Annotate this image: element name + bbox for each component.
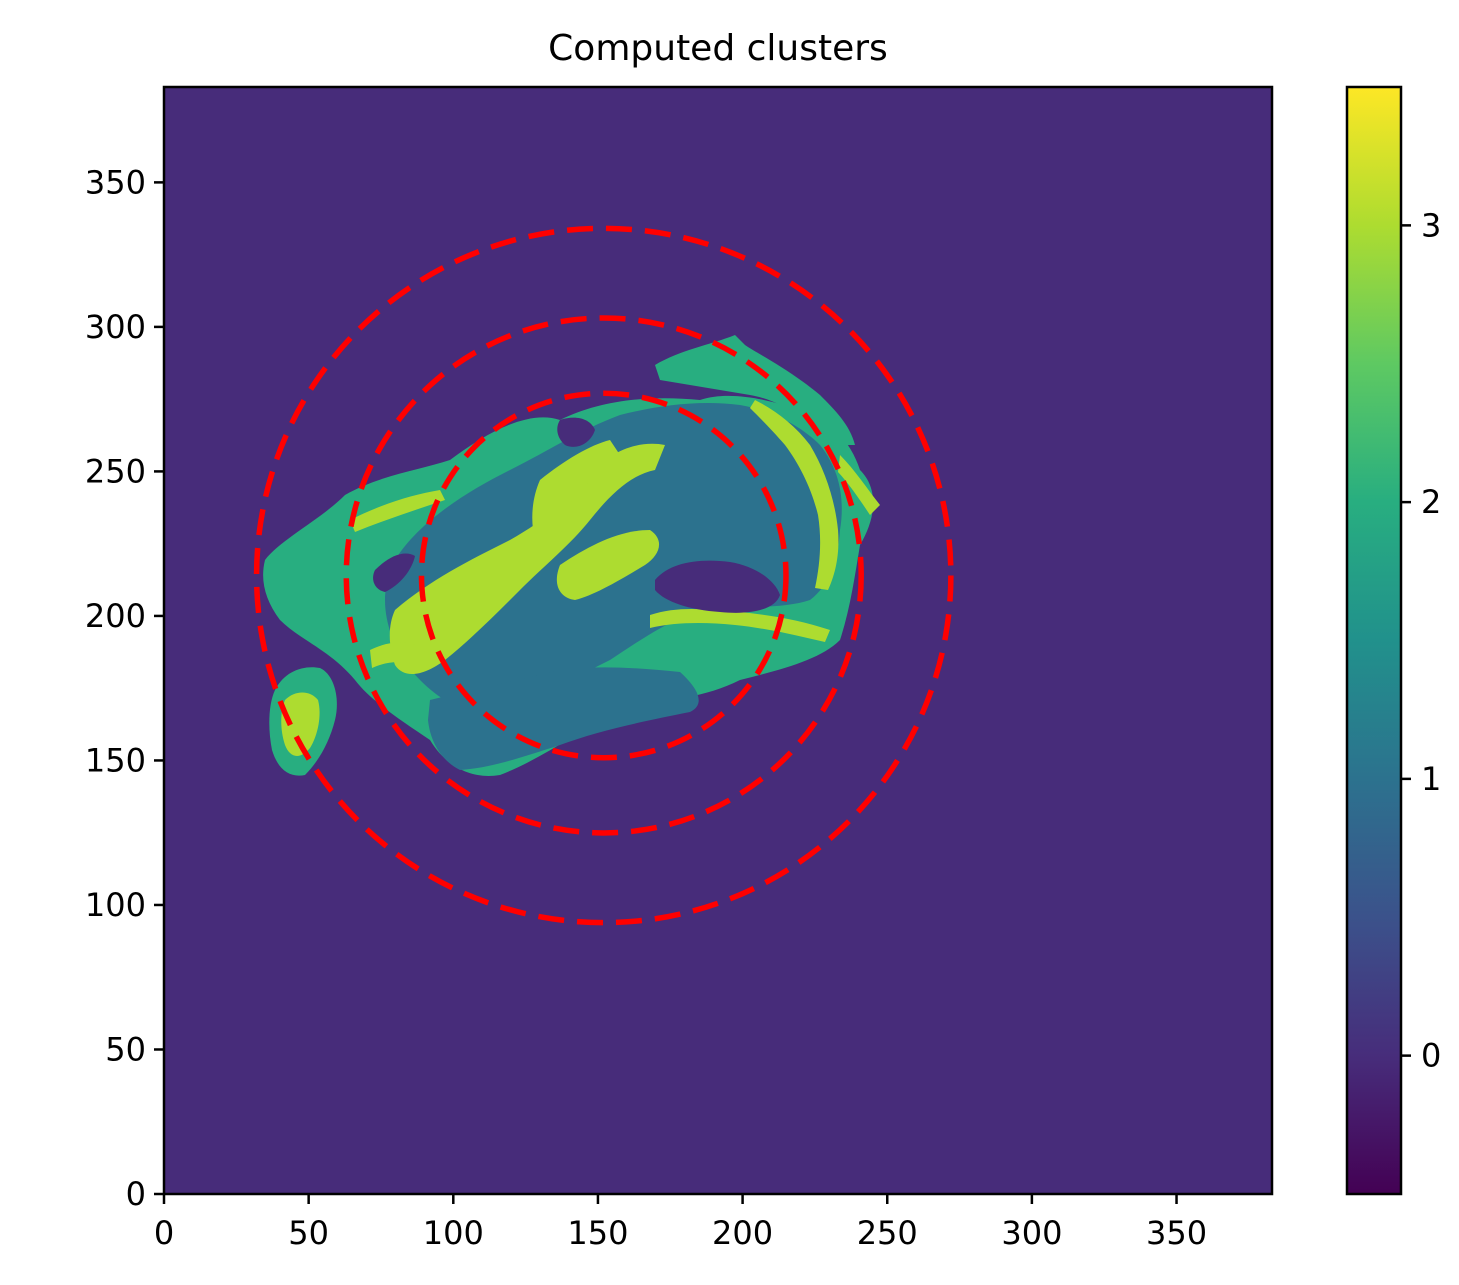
x-tick-label: 350 <box>1146 1214 1207 1252</box>
background-hole <box>655 560 780 613</box>
cluster-3-region <box>532 440 620 540</box>
y-tick-label: 350 <box>85 163 146 201</box>
x-tick-label: 200 <box>712 1214 773 1252</box>
cluster-3-region <box>650 608 830 642</box>
x-tick-label: 0 <box>154 1214 174 1252</box>
x-axis: 0 50 100 150 200 250 300 350 <box>154 1194 1207 1252</box>
cluster-3-region <box>350 490 445 532</box>
dashed-circle-1 <box>418 390 789 761</box>
y-tick-label: 50 <box>105 1030 146 1068</box>
y-tick-label: 150 <box>85 741 146 779</box>
cluster-3-region <box>838 455 880 515</box>
cluster-3-region <box>750 400 839 590</box>
x-tick-label: 50 <box>288 1214 329 1252</box>
colorbar-tick-label: 2 <box>1421 483 1441 521</box>
plot-area <box>164 87 1272 1194</box>
cluster-regions <box>263 335 880 776</box>
x-tick-label: 150 <box>567 1214 628 1252</box>
x-tick-label: 100 <box>423 1214 484 1252</box>
circle-overlays <box>253 225 954 926</box>
cluster-3-region <box>389 443 665 675</box>
x-tick-label: 300 <box>1001 1214 1062 1252</box>
colorbar-gradient <box>1345 85 1403 1196</box>
plot-frame <box>162 85 1274 1196</box>
y-tick-label: 100 <box>85 886 146 924</box>
colorbar-tick-label: 0 <box>1421 1037 1441 1075</box>
dashed-circle-2 <box>343 315 864 836</box>
y-tick-label: 250 <box>85 452 146 490</box>
colorbar: 0 1 2 3 <box>1345 85 1441 1196</box>
cluster-3-region <box>370 642 425 668</box>
colorbar-ticks: 0 1 2 3 <box>1401 206 1441 1075</box>
chart-title: Computed clusters <box>548 28 888 69</box>
y-axis: 0 50 100 150 200 250 300 350 <box>85 163 164 1213</box>
colorbar-tick-label: 3 <box>1421 206 1441 244</box>
x-tick-label: 250 <box>857 1214 918 1252</box>
y-tick-label: 0 <box>126 1175 146 1213</box>
cluster-1-region <box>428 667 699 770</box>
cluster-3-region <box>556 530 660 600</box>
dashed-circle-3 <box>253 225 954 926</box>
background-hole <box>557 417 595 447</box>
cluster-3-region <box>281 692 320 756</box>
y-tick-label: 200 <box>85 597 146 635</box>
colorbar-tick-label: 1 <box>1421 760 1441 798</box>
background-hole <box>373 553 415 592</box>
y-tick-label: 300 <box>85 308 146 346</box>
